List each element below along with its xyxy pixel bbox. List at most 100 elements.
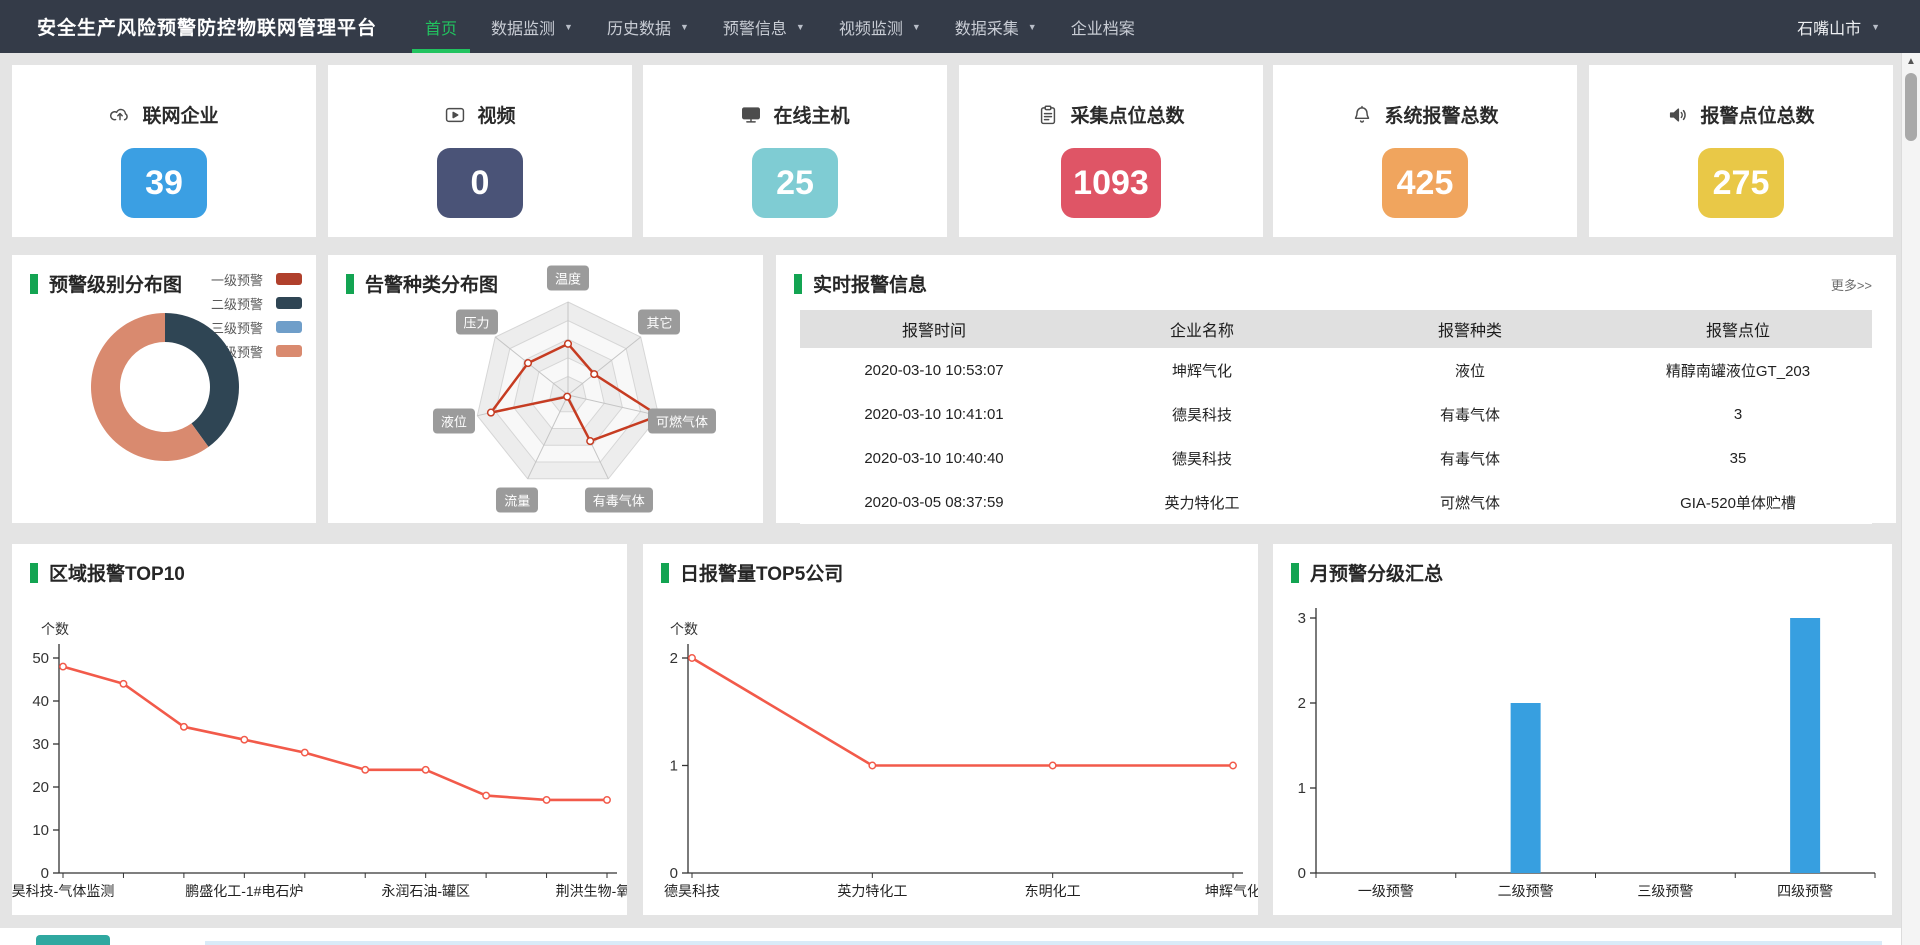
clipboard-icon: [1037, 104, 1059, 126]
panel-title-text: 日报警量TOP5公司: [680, 564, 844, 585]
svg-text:英力特化工: 英力特化工: [837, 883, 907, 899]
chevron-down-icon: ▼: [679, 21, 689, 32]
svg-text:坤辉气化: 坤辉气化: [1205, 883, 1258, 899]
legend-label: 一级预警: [210, 272, 263, 288]
svg-text:2: 2: [670, 650, 678, 667]
region-selector[interactable]: 石嘴山市 ▼: [1797, 0, 1880, 53]
warning-level-panel: 预警级别分布图 一级预警 二级预警 三级预警 四级预警: [12, 255, 316, 523]
stat-card-value: 425: [1382, 148, 1468, 218]
legend-item-0[interactable]: 一级预警: [211, 267, 302, 291]
green-bar-icon: [30, 562, 38, 583]
stat-card-3: 采集点位总数 1093: [959, 65, 1263, 237]
table-row-1[interactable]: 2020-03-10 10:41:01 德昊科技 有毒气体 3: [800, 392, 1872, 436]
nav-item-3[interactable]: 预警信息 ▼: [706, 0, 822, 53]
column-header: 企业名称: [1169, 323, 1234, 340]
svg-text:荆洪生物-氧化反: 荆洪生物-氧化反: [556, 883, 627, 899]
radar-chart: [476, 301, 663, 480]
page-scrollbar[interactable]: ▲: [1901, 53, 1920, 945]
speaker-icon: [1667, 104, 1689, 126]
panel-title: 月预警分级汇总: [1291, 559, 1443, 586]
nav-item-4[interactable]: 视频监测 ▼: [822, 0, 938, 53]
scroll-up-arrow-icon[interactable]: ▲: [1906, 56, 1916, 67]
svg-text:50: 50: [32, 650, 49, 667]
nav-item-1[interactable]: 数据监测 ▼: [474, 0, 590, 53]
video-play-icon: [444, 104, 466, 126]
stat-card-label: 联网企业: [142, 106, 219, 127]
more-link[interactable]: 更多>>: [1830, 278, 1872, 293]
teal-tab: [36, 935, 110, 945]
table-row-2[interactable]: 2020-03-10 10:40:40 德昊科技 有毒气体 35: [800, 436, 1872, 480]
column-header: 报警点位: [1705, 323, 1770, 340]
scrollbar-thumb[interactable]: [1905, 73, 1917, 141]
svg-text:个数: 个数: [670, 621, 698, 637]
radar-axis-label-4: 流量: [496, 487, 539, 513]
region-top10-panel: 区域报警TOP10 0 10 20 30 40 50 个数 昊科技-气体监测 鹏盛化工-1#电石…: [12, 544, 627, 915]
table-cell: 德昊科技: [1171, 450, 1232, 468]
svg-text:1: 1: [670, 758, 678, 775]
table-cell: 精醇南罐液位GT_203: [1665, 362, 1811, 380]
stat-card-1: 视频 0: [328, 65, 632, 237]
table-cell: 35: [1729, 449, 1747, 467]
stat-card-value: 275: [1698, 148, 1784, 218]
table-row-3[interactable]: 2020-03-05 08:37:59 英力特化工 可燃气体 GIA-520单体贮槽: [800, 480, 1872, 524]
divider: [205, 941, 1882, 945]
donut-legend: 一级预警 二级预警 三级预警 四级预警: [211, 267, 302, 363]
nav-item-label: 视频监测: [838, 20, 903, 38]
legend-item-1[interactable]: 二级预警: [211, 291, 302, 315]
nav-item-5[interactable]: 数据采集 ▼: [938, 0, 1054, 53]
panel-title-text: 预警级别分布图: [49, 275, 183, 296]
stat-card-label: 系统报警总数: [1384, 106, 1499, 127]
chevron-down-icon: ▼: [795, 21, 805, 32]
table-cell: 液位: [1454, 362, 1485, 380]
radar-axis-label-5: 液位: [432, 408, 475, 434]
svg-text:鹏盛化工-1#电石炉: 鹏盛化工-1#电石炉: [185, 883, 303, 899]
table-cell: 有毒气体: [1439, 450, 1500, 468]
nav-item-label: 数据采集: [954, 20, 1019, 38]
legend-swatch: [276, 321, 302, 333]
nav-item-label: 首页: [425, 20, 458, 38]
green-bar-icon: [661, 562, 669, 583]
legend-swatch: [276, 345, 302, 357]
svg-text:永润石油-罐区: 永润石油-罐区: [381, 883, 470, 899]
stat-card-value: 1093: [1061, 148, 1161, 218]
realtime-alarms-panel: 实时报警信息 更多>> 报警时间 企业名称 报警种类 报警点位 2020-03-10 …: [776, 255, 1896, 524]
table-row-0[interactable]: 2020-03-10 10:53:07 坤辉气化 液位 精醇南罐液位GT_203: [800, 348, 1872, 392]
stat-card-header: 系统报警总数: [1273, 101, 1577, 128]
stat-card-header: 在线主机: [643, 101, 947, 128]
green-bar-icon: [1291, 562, 1299, 583]
column-header: 报警种类: [1437, 323, 1502, 340]
legend-item-2[interactable]: 三级预警: [211, 315, 302, 339]
nav-item-2[interactable]: 历史数据 ▼: [590, 0, 706, 53]
stat-card-label: 报警点位总数: [1700, 106, 1815, 127]
svg-text:2: 2: [1298, 695, 1306, 712]
svg-text:1: 1: [1298, 780, 1306, 797]
green-bar-icon: [346, 273, 354, 294]
panel-title: 实时报警信息: [794, 270, 927, 297]
table-cell: 2020-03-10 10:40:40: [864, 449, 1004, 467]
donut-chart: [90, 313, 239, 461]
stat-card-header: 视频: [328, 101, 632, 128]
table-cell: 2020-03-10 10:53:07: [864, 361, 1004, 379]
chevron-down-icon: ▼: [1871, 21, 1880, 32]
legend-swatch: [276, 297, 302, 309]
stat-card-label: 采集点位总数: [1070, 106, 1185, 127]
table-cell: 坤辉气化: [1171, 362, 1232, 380]
table-cell: 德昊科技: [1171, 406, 1232, 424]
nav-item-0[interactable]: 首页: [408, 0, 474, 53]
nav-item-6[interactable]: 企业档案: [1054, 0, 1152, 53]
panel-title-text: 告警种类分布图: [365, 275, 499, 296]
panel-title: 日报警量TOP5公司: [661, 559, 843, 586]
radar-axis-label-0: 温度: [546, 265, 590, 291]
svg-text:个数: 个数: [41, 621, 69, 637]
radar-axis-label-1: 其它: [638, 309, 681, 335]
radar-axis-label-2: 可燃气体: [648, 408, 717, 434]
alarms-table: 报警时间 企业名称 报警种类 报警点位 2020-03-10 10:53:07 坤辉气化…: [800, 310, 1872, 524]
svg-text:3: 3: [1298, 610, 1306, 627]
radar-axis-label-6: 压力: [455, 309, 498, 335]
svg-text:三级预警: 三级预警: [1637, 883, 1693, 899]
panel-title: 区域报警TOP10: [30, 559, 185, 586]
monthly-summary-panel: 月预警分级汇总 0 1 2 3 一级预警 二级预警 三级预警 四级预警: [1273, 544, 1892, 915]
stat-card-value: 25: [752, 148, 838, 218]
stat-card-header: 报警点位总数: [1589, 101, 1893, 128]
